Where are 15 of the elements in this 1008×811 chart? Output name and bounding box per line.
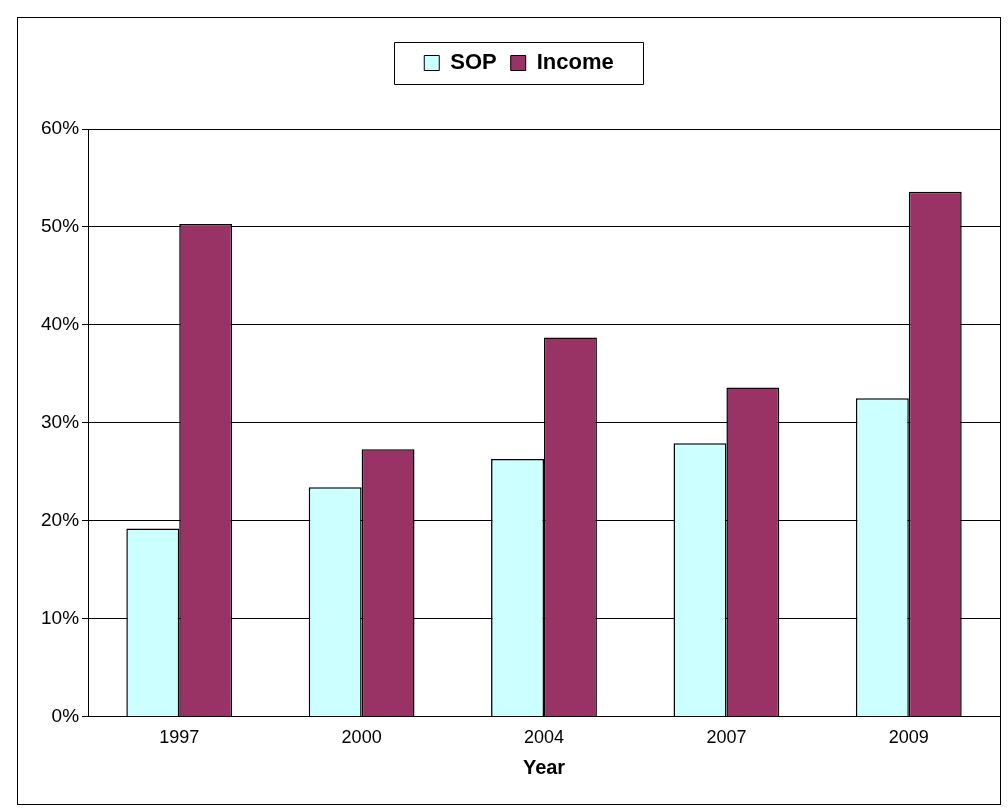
x-tick-label: 1997: [159, 727, 200, 748]
x-tick-label: 2004: [523, 727, 565, 748]
x-tick-label: 2007: [706, 727, 747, 748]
y-tick-label: 50%: [41, 215, 80, 237]
y-tick-label: 60%: [41, 117, 80, 139]
x-tick-label: 2000: [341, 727, 382, 748]
legend-label: SOP: [450, 49, 497, 75]
y-tick-label: 30%: [41, 410, 80, 432]
y-tick-label: 10%: [41, 606, 80, 628]
x-axis-title: Year: [522, 755, 566, 778]
legend-label: Income: [536, 49, 614, 75]
y-tick-label: 20%: [41, 508, 80, 530]
x-tick-label: 2009: [888, 727, 929, 748]
y-tick-label: 40%: [41, 313, 80, 335]
y-tick-label: 0%: [51, 704, 80, 726]
